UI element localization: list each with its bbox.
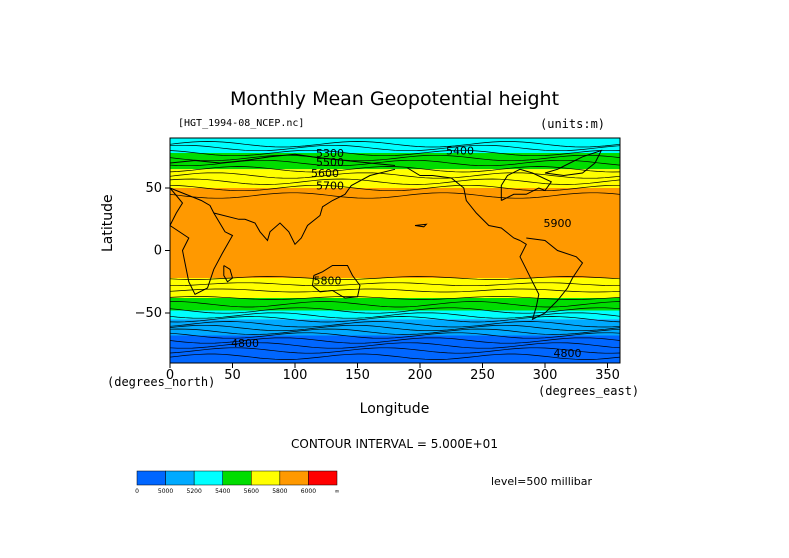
colorbar-swatch bbox=[136, 470, 166, 486]
colorbar-swatch bbox=[251, 470, 281, 486]
contour-line bbox=[169, 328, 621, 335]
contour-line bbox=[169, 296, 621, 300]
contour-line bbox=[169, 332, 621, 339]
contour-line bbox=[169, 321, 621, 328]
contour-line bbox=[169, 149, 621, 157]
contour-label: 5500 bbox=[316, 156, 344, 169]
x-tick-label: 250 bbox=[470, 368, 495, 383]
contour-line bbox=[169, 342, 621, 349]
contour-line bbox=[169, 166, 621, 173]
contour-line bbox=[169, 172, 621, 179]
x-tick-label: 300 bbox=[533, 368, 558, 383]
x-unit-right-label: (degrees_east) bbox=[538, 384, 640, 398]
y-tick-label: −50 bbox=[135, 306, 162, 321]
x-tick-label: 100 bbox=[283, 368, 308, 383]
coastline bbox=[169, 187, 234, 295]
coastline bbox=[311, 265, 361, 299]
color-band bbox=[170, 169, 620, 188]
color-band bbox=[170, 298, 620, 311]
colorbar-swatch bbox=[165, 470, 195, 486]
coastline bbox=[500, 168, 553, 201]
x-tick-label: 50 bbox=[224, 368, 241, 383]
contour-line bbox=[169, 312, 621, 319]
coastline bbox=[213, 168, 396, 246]
contour-label: 4800 bbox=[231, 337, 259, 350]
contour-line bbox=[169, 347, 621, 354]
contour-line bbox=[169, 337, 621, 344]
units-label: (units:m) bbox=[540, 117, 606, 131]
chart-title: Monthly Mean Geopotential height bbox=[229, 88, 560, 110]
contour-line bbox=[169, 276, 621, 280]
color-band bbox=[170, 335, 620, 363]
y-tick-label: 50 bbox=[145, 181, 162, 196]
colorbar-label: 5200 bbox=[187, 488, 202, 495]
colorbar-label: 0 bbox=[135, 488, 139, 495]
colorbar-label: 6000 bbox=[301, 488, 316, 495]
x-tick-label: 150 bbox=[345, 368, 370, 383]
contour-line bbox=[169, 353, 621, 360]
contour-label: 5800 bbox=[314, 275, 342, 288]
colorbar-swatch bbox=[279, 470, 309, 486]
colorbar-label: 5000 bbox=[158, 488, 173, 495]
x-tick-label: 350 bbox=[595, 368, 620, 383]
x-axis-label: Longitude bbox=[359, 401, 430, 417]
contour-line bbox=[169, 192, 621, 199]
colorbar-swatch bbox=[308, 470, 338, 486]
contour-line bbox=[169, 324, 621, 332]
contour-line bbox=[169, 144, 621, 152]
contour-label: 5700 bbox=[316, 180, 344, 193]
contour-label: 4800 bbox=[554, 347, 582, 360]
color-band bbox=[170, 188, 620, 278]
contour-label: 5900 bbox=[544, 217, 572, 230]
contour-label: 5400 bbox=[446, 145, 474, 158]
x-unit-left-label: (degrees_north) bbox=[107, 375, 216, 389]
contour-line bbox=[169, 154, 621, 162]
contour-line bbox=[169, 178, 621, 185]
colorbar-label: 5600 bbox=[244, 488, 259, 495]
coastline bbox=[169, 153, 396, 166]
y-tick-label: 0 bbox=[154, 244, 162, 259]
contour-line bbox=[169, 288, 621, 293]
colorbar-label: ∞ bbox=[335, 488, 340, 495]
x-tick-label: 0 bbox=[166, 368, 174, 383]
contour-line bbox=[169, 316, 621, 323]
contour-line bbox=[170, 282, 620, 287]
coastline bbox=[414, 223, 428, 228]
x-tick-label: 200 bbox=[408, 368, 433, 383]
color-band bbox=[170, 319, 620, 336]
colorbar-swatch bbox=[222, 470, 252, 486]
coastline bbox=[519, 237, 584, 321]
colorbar-label: 5400 bbox=[215, 488, 230, 495]
colorbar-swatch bbox=[193, 470, 223, 486]
contour-interval-label: CONTOUR INTERVAL = 5.000E+01 bbox=[291, 437, 498, 451]
contour-label: 5300 bbox=[316, 147, 344, 160]
contour-line bbox=[170, 301, 621, 308]
coastline bbox=[223, 265, 234, 283]
coastline bbox=[544, 149, 603, 177]
file-label: [HGT_1994-08_NCEP.nc] bbox=[178, 118, 305, 129]
coastline bbox=[407, 167, 521, 241]
contour-label: 5600 bbox=[311, 167, 339, 180]
level-label: level=500 millibar bbox=[491, 475, 593, 488]
contour-line bbox=[169, 141, 621, 148]
color-band bbox=[170, 278, 620, 298]
colorbar-label: 5800 bbox=[272, 488, 287, 495]
